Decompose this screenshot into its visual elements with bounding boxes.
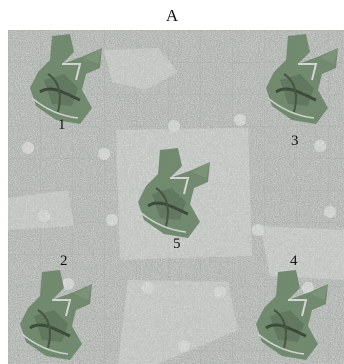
label-1: 1 <box>58 117 66 133</box>
microscopy-svg <box>8 30 344 364</box>
label-4: 4 <box>290 253 298 269</box>
panel-title: A <box>165 6 179 25</box>
label-3: 3 <box>291 133 299 149</box>
microscopy-image <box>8 30 344 364</box>
label-5: 5 <box>173 236 181 252</box>
label-2: 2 <box>60 253 68 269</box>
